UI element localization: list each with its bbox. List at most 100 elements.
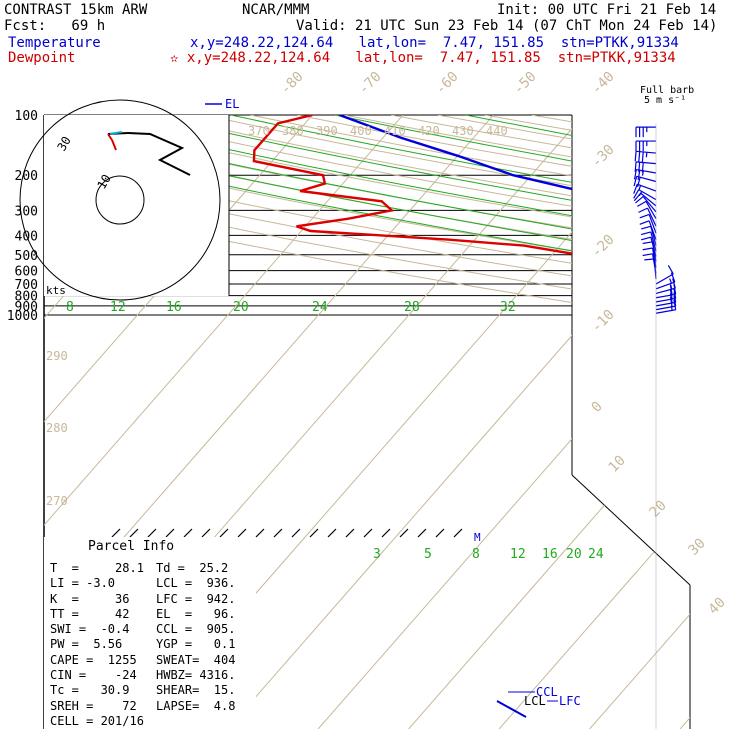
pressure-label: 200 bbox=[15, 169, 38, 184]
theta-label: 440 bbox=[486, 124, 508, 138]
hatch-mark bbox=[273, 528, 283, 538]
barb-staff bbox=[653, 258, 657, 279]
ccl-label: CCL bbox=[536, 685, 558, 699]
barb-flag bbox=[669, 289, 673, 300]
hatch-mark bbox=[255, 528, 265, 538]
moist-adiabat bbox=[44, 115, 690, 316]
hatch-mark bbox=[327, 528, 337, 538]
model-title: CONTRAST 15km ARW bbox=[4, 2, 148, 18]
dry-adiabat bbox=[110, 115, 690, 320]
isotherm-label: -70 bbox=[356, 69, 385, 98]
parcel-right-value: CCL = 905. bbox=[156, 622, 236, 637]
barb-flag bbox=[634, 151, 637, 162]
mixing-ratio-line bbox=[686, 254, 690, 320]
hatch-mark bbox=[363, 528, 373, 538]
parcel-left-value: CAPE = 1255 bbox=[50, 652, 137, 667]
hodograph-ring-label: 10 bbox=[94, 172, 113, 192]
theta-label: 390 bbox=[316, 124, 338, 138]
wind-barb bbox=[639, 220, 657, 240]
dewpoint-location: ✫ x,y=248.22,124.64 lat,lon= 7.47, 151.8… bbox=[170, 50, 676, 66]
parcel-row: PW = 5.56 YGP = 0.1 bbox=[50, 637, 235, 652]
theta-label: 280 bbox=[46, 421, 68, 435]
lfc-label: LFC bbox=[559, 694, 581, 708]
hodograph-storm-motion bbox=[109, 131, 123, 135]
wind-barb bbox=[655, 278, 676, 294]
hatch-mark bbox=[219, 528, 229, 538]
barb-flag bbox=[642, 241, 653, 245]
barb-staff bbox=[648, 214, 657, 234]
hatch-mark bbox=[417, 528, 427, 538]
barb-flag bbox=[633, 183, 638, 194]
dewpoint-profile bbox=[252, 115, 572, 255]
hatch-mark bbox=[435, 528, 445, 538]
barb-flag bbox=[667, 265, 674, 275]
barb-flag bbox=[642, 247, 653, 251]
barb-staff bbox=[651, 247, 657, 268]
hodograph-unit-label: kts bbox=[46, 284, 66, 297]
hatch-mark bbox=[309, 528, 319, 538]
pressure-label: 400 bbox=[15, 229, 38, 244]
hatch-mark bbox=[345, 528, 355, 538]
barb-title: Full barb bbox=[640, 85, 695, 96]
hodograph-surface bbox=[107, 133, 113, 141]
moist-adiabat bbox=[79, 115, 690, 316]
hatch-mark bbox=[399, 528, 409, 538]
barb-flag bbox=[641, 236, 651, 241]
barb-staff bbox=[637, 183, 657, 192]
barb-staff bbox=[645, 201, 657, 220]
isotherm bbox=[589, 115, 690, 729]
wind-barb bbox=[639, 213, 657, 234]
parcel-left-value: T = 28.1 bbox=[50, 561, 144, 575]
isotherm-label: 30 bbox=[686, 536, 709, 559]
barb-flag bbox=[673, 284, 677, 295]
theta-label: 290 bbox=[46, 349, 68, 363]
wind-barb bbox=[655, 292, 677, 307]
dry-adiabat bbox=[63, 115, 690, 320]
pressure-label: 600 bbox=[15, 265, 38, 280]
mixing-ratio-label: 12 bbox=[510, 547, 526, 562]
right-border-diagonal bbox=[571, 474, 691, 586]
wind-barb bbox=[635, 196, 657, 213]
forecast-hour: Fcst: 69 h bbox=[4, 18, 106, 34]
wind-barb bbox=[641, 225, 657, 246]
dry-adiabat bbox=[672, 115, 690, 320]
barb-staff bbox=[642, 196, 657, 213]
barb-flag bbox=[637, 200, 647, 207]
parcel-left-value: SREH = 72 bbox=[50, 698, 137, 713]
el-label: EL bbox=[225, 97, 239, 111]
barb-flag bbox=[633, 189, 640, 199]
parcel-path bbox=[496, 700, 527, 718]
barb-staff bbox=[651, 241, 657, 262]
isotherm bbox=[227, 115, 690, 729]
barb-flag bbox=[637, 170, 641, 181]
barb-flag bbox=[642, 253, 653, 257]
barb-flag bbox=[633, 169, 637, 180]
barb-staff bbox=[655, 273, 674, 285]
hodograph-background bbox=[44, 115, 229, 296]
isotherm bbox=[679, 115, 690, 729]
wind-barb bbox=[637, 200, 657, 220]
isotherm-label: 0 bbox=[589, 399, 606, 416]
isotherm-label: 40 bbox=[706, 595, 729, 618]
parcel-row: CELL = 201/16 bbox=[50, 714, 144, 729]
mixing-ratio-label: 3 bbox=[373, 547, 381, 562]
barb-flag bbox=[638, 151, 641, 162]
barb-flag bbox=[641, 225, 651, 230]
barb-flag bbox=[669, 293, 673, 304]
hatch-mark bbox=[291, 528, 301, 538]
mixing-ratio-label: 5 bbox=[424, 547, 432, 562]
parcel-row: SREH = 72 LAPSE= 4.8 bbox=[50, 698, 235, 714]
parcel-left-value: CELL = 201/16 bbox=[50, 713, 144, 728]
barb-flag bbox=[641, 151, 644, 162]
hodograph-surface-tail bbox=[111, 139, 117, 151]
wind-barb bbox=[655, 284, 677, 299]
wind-barb bbox=[642, 247, 657, 268]
theta-label: 380 bbox=[282, 124, 304, 138]
parcel-left-value: LI = -3.0 bbox=[50, 576, 116, 591]
pressure-label: 300 bbox=[15, 204, 38, 219]
barb-flag bbox=[669, 296, 673, 307]
mixing-ratio-label: 16 bbox=[542, 547, 558, 562]
barb-staff bbox=[650, 231, 657, 252]
parcel-row: CAPE = 1255 SWEAT= 404 bbox=[50, 652, 235, 668]
moist-adiabat bbox=[334, 115, 690, 316]
